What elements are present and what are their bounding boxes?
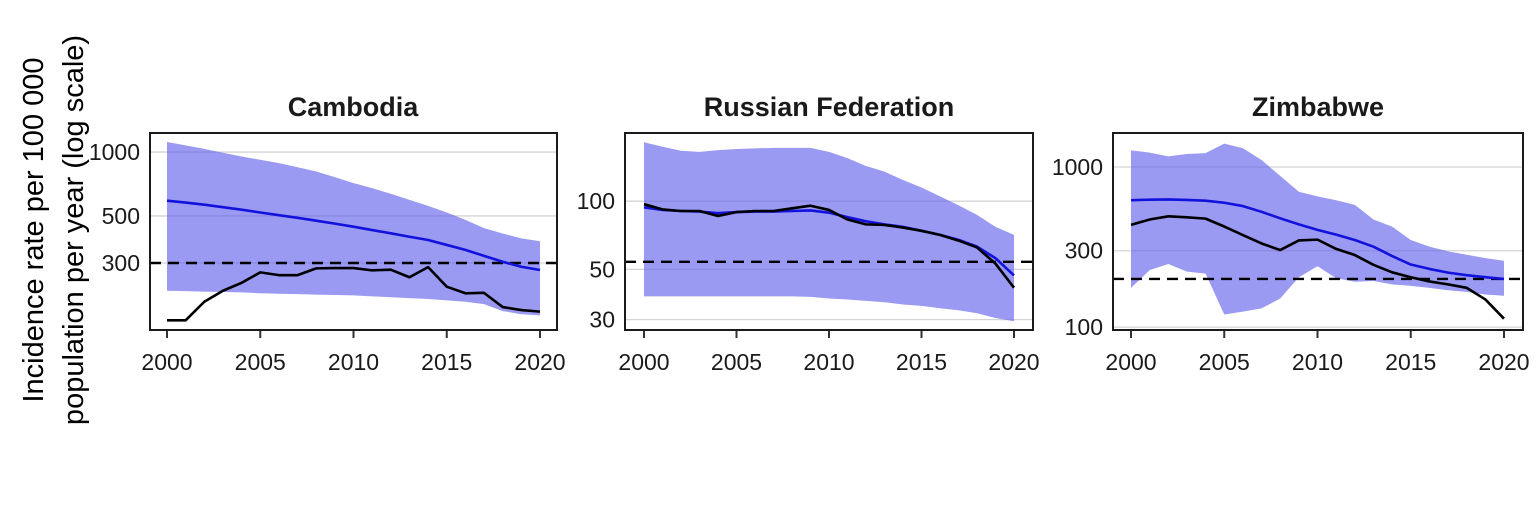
y-tick-label: 50	[589, 256, 615, 282]
y-tick-label: 1000	[89, 139, 140, 165]
panel-border	[624, 132, 1034, 331]
confidence-band	[644, 142, 1014, 322]
y-tick-label: 500	[102, 203, 140, 229]
black-line	[643, 202, 1016, 289]
x-tick-label: 2015	[1385, 349, 1436, 375]
black-line	[167, 265, 541, 322]
y-tick-label: 30	[589, 307, 615, 333]
panel-russian-federation: 2000 2005 2010 2015 2020 100 50 30	[577, 132, 1040, 375]
panel-cambodia: 2000 2005 2010 2015 2020 1000 500 300	[89, 132, 566, 375]
x-tick-label: 2020	[1478, 349, 1529, 375]
panel-zimbabwe: 2000 2005 2010 2015 2020 1000 300 100	[1052, 132, 1530, 375]
panel-title-russian-federation: Russian Federation	[703, 92, 955, 122]
blue-line	[1130, 198, 1505, 281]
panel-title-cambodia: Cambodia	[287, 92, 419, 122]
x-tick-label: 2010	[328, 349, 379, 375]
y-tick-label: 100	[577, 188, 615, 214]
x-tick-label: 2005	[235, 349, 286, 375]
black-line	[1130, 215, 1505, 320]
y-tick-label: 300	[1065, 238, 1103, 264]
blue-line	[166, 199, 541, 272]
x-tick-label: 2015	[896, 349, 947, 375]
x-tick-label: 2010	[803, 349, 854, 375]
y-tick-label: 1000	[1052, 154, 1103, 180]
x-tick-label: 2005	[1199, 349, 1250, 375]
x-tick-label: 2005	[711, 349, 762, 375]
x-tick-label: 2010	[1292, 349, 1343, 375]
y-tick-label: 300	[102, 250, 140, 276]
x-tick-label: 2000	[1105, 349, 1156, 375]
x-tick-label: 2020	[988, 349, 1039, 375]
y-tick-label: 100	[1065, 314, 1103, 340]
panel-border	[1112, 132, 1524, 331]
x-tick-label: 2000	[141, 349, 192, 375]
x-tick-label: 2015	[421, 349, 472, 375]
panel-title-zimbabwe: Zimbabwe	[1251, 92, 1385, 122]
x-tick-label: 2020	[514, 349, 565, 375]
panel-border	[149, 132, 558, 331]
x-tick-label: 2000	[618, 349, 669, 375]
